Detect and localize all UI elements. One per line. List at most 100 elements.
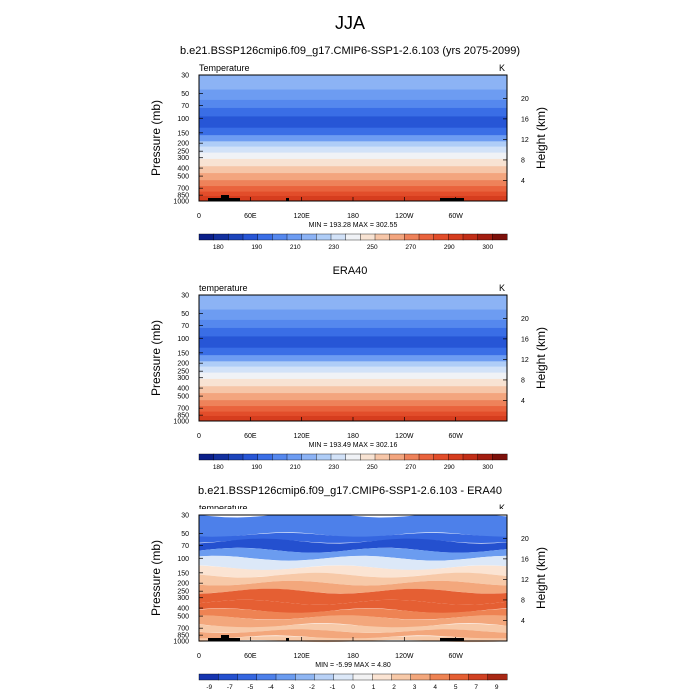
topography xyxy=(221,635,229,638)
colorbar-swatch xyxy=(433,233,449,241)
colorbar-swatch xyxy=(330,453,347,461)
colorbar-swatch xyxy=(213,453,229,461)
x-tick-label: 60W xyxy=(448,433,463,440)
x-tick-label: 0 xyxy=(197,653,201,660)
topography xyxy=(208,198,240,201)
clip-mask xyxy=(199,509,507,515)
y-tick-label: 500 xyxy=(177,614,189,621)
colorbar-swatch xyxy=(286,453,303,461)
y-tick-label: 300 xyxy=(177,595,189,602)
y-tick-label-right: 8 xyxy=(521,157,525,164)
y-tick-label: 850 xyxy=(177,193,189,200)
colorbar-swatch xyxy=(198,233,215,241)
clip-mask xyxy=(507,509,513,647)
colorbar-swatch xyxy=(333,673,354,681)
panel-title: ERA40 xyxy=(333,265,368,277)
y-axis-label-right: Height (km) xyxy=(534,107,548,169)
x-tick-label: 120E xyxy=(293,433,310,440)
contour-band xyxy=(199,141,507,148)
colorbar-label: 290 xyxy=(444,244,455,251)
contour-band xyxy=(199,295,507,311)
colorbar-label: 7 xyxy=(474,684,478,691)
colorbar-label: -7 xyxy=(227,684,233,691)
y-tick-label-right: 16 xyxy=(521,116,529,123)
y-tick-label-right: 20 xyxy=(521,316,529,323)
contour-band xyxy=(199,623,507,633)
contour-band xyxy=(199,411,507,417)
colorbar-label: -5 xyxy=(247,684,253,691)
x-tick-label: 60E xyxy=(244,433,257,440)
y-tick-label: 400 xyxy=(177,606,189,613)
y-axis-label: Pressure (mb) xyxy=(149,540,163,616)
contour-band xyxy=(199,146,507,154)
colorbar-swatch xyxy=(316,233,332,241)
colorbar-swatch xyxy=(477,233,493,241)
y-tick-label-right: 16 xyxy=(521,556,529,563)
y-tick-label-right: 12 xyxy=(521,577,529,584)
colorbar-swatch xyxy=(228,233,244,241)
topography xyxy=(440,638,464,641)
contour-band xyxy=(199,152,507,160)
colorbar-label: 210 xyxy=(290,244,301,251)
y-tick-label-right: 8 xyxy=(521,377,525,384)
colorbar-swatch xyxy=(275,673,296,681)
contour-band xyxy=(199,538,507,553)
contour-band xyxy=(199,89,507,101)
y-tick-label: 250 xyxy=(177,369,189,376)
colorbar-swatch xyxy=(257,453,273,461)
contour-band xyxy=(199,547,507,561)
contour-band xyxy=(199,572,507,586)
y-tick-label: 200 xyxy=(177,141,189,148)
x-tick-label: 120E xyxy=(293,653,310,660)
contour-band xyxy=(199,599,507,614)
left-label: Temperature xyxy=(199,63,250,73)
colorbar-label: 290 xyxy=(444,464,455,471)
topography xyxy=(208,638,240,641)
contour-band xyxy=(199,75,507,91)
colorbar-label: 4 xyxy=(433,684,437,691)
y-tick-label: 250 xyxy=(177,589,189,596)
y-tick-label-right: 8 xyxy=(521,597,525,604)
colorbar-swatch xyxy=(198,673,219,681)
y-tick-label: 50 xyxy=(181,91,189,98)
y-tick-label-right: 20 xyxy=(521,96,529,103)
left-label: temperature xyxy=(199,503,248,513)
colorbar-label: 210 xyxy=(290,464,301,471)
colorbar-swatch xyxy=(286,233,303,241)
contour-band xyxy=(199,116,507,129)
stats-text: MIN = 193.28 MAX = 302.55 xyxy=(309,222,398,229)
colorbar-swatch xyxy=(295,673,315,681)
colorbar-label: 0 xyxy=(351,684,355,691)
topography xyxy=(286,638,289,641)
contour-band xyxy=(199,99,507,109)
colorbar-swatch xyxy=(404,453,420,461)
contour-band xyxy=(199,336,507,349)
colorbar-label: 250 xyxy=(367,244,378,251)
x-tick-label: 0 xyxy=(197,213,201,220)
contour-band xyxy=(199,588,507,605)
y-tick-label: 70 xyxy=(181,323,189,330)
contour-band xyxy=(199,180,507,187)
contour-band xyxy=(199,309,507,321)
y-tick-label: 700 xyxy=(177,186,189,193)
colorbar-swatch xyxy=(213,233,229,241)
contour-band xyxy=(199,629,507,639)
x-tick-label: 60E xyxy=(244,653,257,660)
colorbar-swatch xyxy=(433,453,449,461)
contour-band xyxy=(199,378,507,387)
y-tick-label: 250 xyxy=(177,149,189,156)
colorbar-swatch xyxy=(418,233,435,241)
contour-band xyxy=(199,347,507,356)
colorbar-label: -1 xyxy=(330,684,336,691)
y-tick-label: 200 xyxy=(177,581,189,588)
panel-era40: ERA40 temperature K 30507010015020025030… xyxy=(149,265,548,471)
x-tick-label: 180 xyxy=(347,433,359,440)
y-tick-label-right: 12 xyxy=(521,357,529,364)
y-tick-label: 1000 xyxy=(173,639,189,646)
colorbar: 180 190 210 230 250 270 290 300 xyxy=(198,453,508,471)
x-tick-label: 120E xyxy=(293,213,310,220)
contour-band xyxy=(199,135,507,142)
colorbar-swatch xyxy=(360,453,376,461)
